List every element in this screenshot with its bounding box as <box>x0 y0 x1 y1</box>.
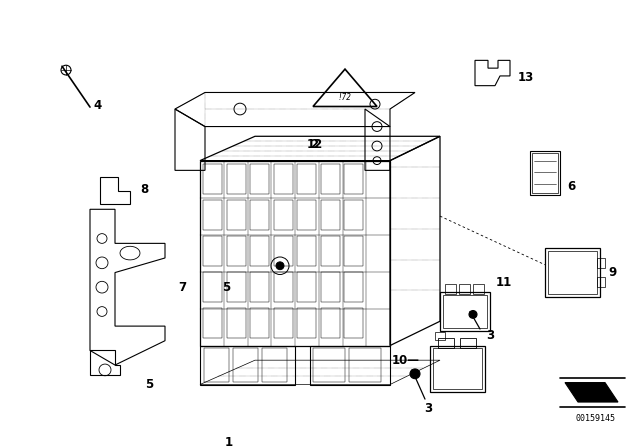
Text: 5: 5 <box>145 378 153 391</box>
Text: 00159145: 00159145 <box>575 414 615 423</box>
Text: 7: 7 <box>178 280 186 294</box>
Text: 11: 11 <box>496 276 512 289</box>
Text: 5: 5 <box>222 280 230 294</box>
Text: 6: 6 <box>567 181 575 194</box>
Text: 8: 8 <box>140 183 148 196</box>
Text: 3: 3 <box>424 402 432 415</box>
Circle shape <box>469 310 477 319</box>
Text: 4: 4 <box>93 99 101 112</box>
Text: 9: 9 <box>608 266 616 279</box>
Circle shape <box>410 369 420 379</box>
Text: 12: 12 <box>307 138 323 151</box>
Text: 3: 3 <box>486 329 494 342</box>
Text: 2: 2 <box>310 138 318 151</box>
Text: 10—: 10— <box>392 353 420 366</box>
Text: !72: !72 <box>338 93 352 102</box>
Polygon shape <box>565 383 618 402</box>
Text: 1: 1 <box>225 436 233 448</box>
Text: 13: 13 <box>518 71 534 84</box>
Circle shape <box>276 262 284 270</box>
